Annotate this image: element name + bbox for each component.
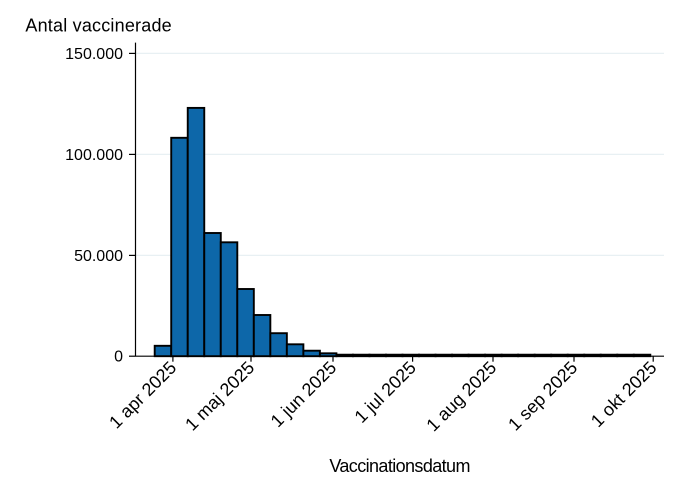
svg-text:100.000: 100.000 [65,147,123,164]
svg-text:Antal vaccinerade: Antal vaccinerade [25,16,172,36]
svg-text:150.000: 150.000 [65,46,123,63]
svg-text:Vaccinationsdatum: Vaccinationsdatum [329,456,470,476]
svg-text:50.000: 50.000 [74,248,123,265]
svg-text:0: 0 [114,349,123,366]
